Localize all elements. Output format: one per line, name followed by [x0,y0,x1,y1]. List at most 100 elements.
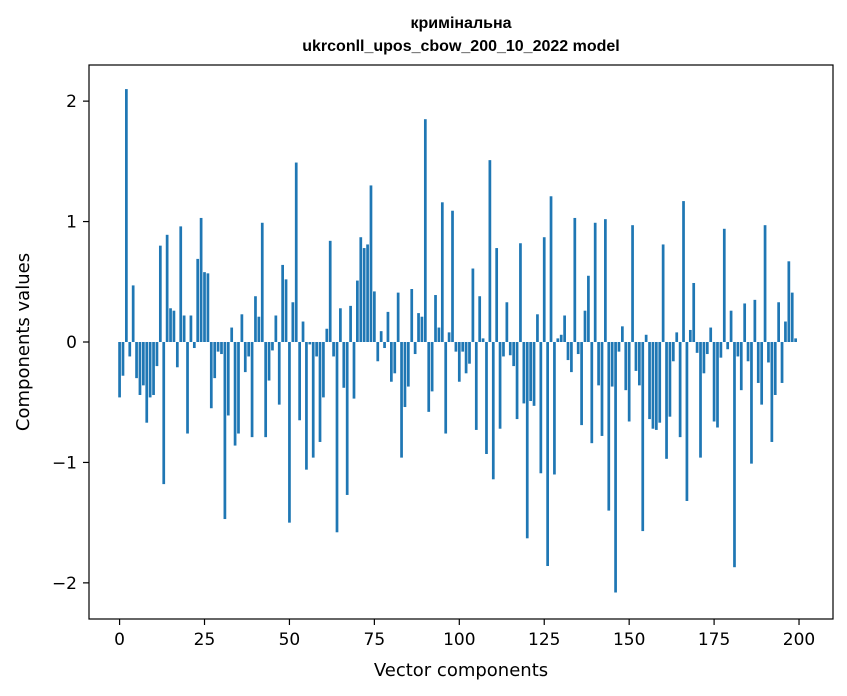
bar [213,342,217,379]
bar [148,342,152,398]
bar [437,327,441,342]
bar [390,342,393,382]
bar [702,342,706,374]
bar [712,342,716,422]
bar [525,342,529,539]
bar [767,342,770,363]
bar [264,342,268,438]
x-tick-label: 0 [114,630,125,650]
bar [746,342,750,362]
bar [298,342,301,421]
bar [376,342,380,362]
bar [393,342,397,374]
bar [648,342,651,420]
bar [383,342,386,349]
bar [192,342,196,349]
bar [284,279,288,342]
bar [498,342,502,429]
bar [763,225,767,342]
bar [784,321,787,342]
bar [756,342,760,383]
bars-group [118,89,797,593]
bar [743,303,747,342]
bar [665,342,668,459]
bar [454,342,458,352]
bar [196,258,200,342]
bar [359,237,363,342]
bar [206,273,210,342]
bar [427,342,431,412]
bar [651,342,655,429]
bar [539,342,543,474]
bar [386,311,390,342]
bar [722,228,726,342]
bar [325,328,329,342]
bar [590,342,594,444]
bar [719,342,723,358]
bar [169,308,172,342]
bar [546,342,549,567]
bar [675,332,679,342]
bar [145,342,149,423]
bar [220,342,223,355]
bar [138,342,142,395]
bar [332,342,335,357]
bar [773,342,777,395]
bar [553,342,556,475]
bar [682,201,685,342]
bar [705,342,709,355]
bar [563,315,566,342]
bar [440,202,444,342]
x-tick-label: 125 [528,630,560,650]
bar [430,342,434,392]
bar [508,342,512,356]
bar [118,342,121,398]
bar [203,272,206,342]
bar [478,296,482,342]
bar [542,237,546,342]
bar [576,342,580,355]
bar [593,222,597,342]
bar [532,342,536,406]
bar [158,245,162,342]
bar [322,342,325,398]
bar [352,342,356,399]
bar [519,243,522,342]
bar [135,342,138,379]
bar [668,342,672,417]
bar [420,316,424,342]
bar [328,240,332,342]
bar [587,275,590,342]
bar [186,342,189,434]
bar [688,329,692,342]
bar [495,248,499,342]
bar [559,334,563,342]
bar [423,119,427,342]
x-tick-label: 50 [279,630,301,650]
bar [685,342,689,501]
bar [780,342,784,383]
x-tick-label: 100 [443,630,475,650]
bar [216,342,220,352]
bar [488,160,492,342]
bar [373,291,376,342]
bar [505,302,509,342]
bar [311,342,315,458]
bar [226,342,230,416]
bar [614,342,617,593]
bar [790,292,794,342]
bar [308,342,312,345]
bar [464,342,468,374]
bar [434,295,437,342]
bar [121,342,125,376]
bar [549,196,553,342]
x-tick-label: 25 [194,630,216,650]
bar [695,342,699,353]
bar [305,342,308,470]
bar [369,185,373,342]
bar [335,342,339,533]
bar [366,244,369,342]
bar [692,282,696,342]
bar [481,338,485,342]
